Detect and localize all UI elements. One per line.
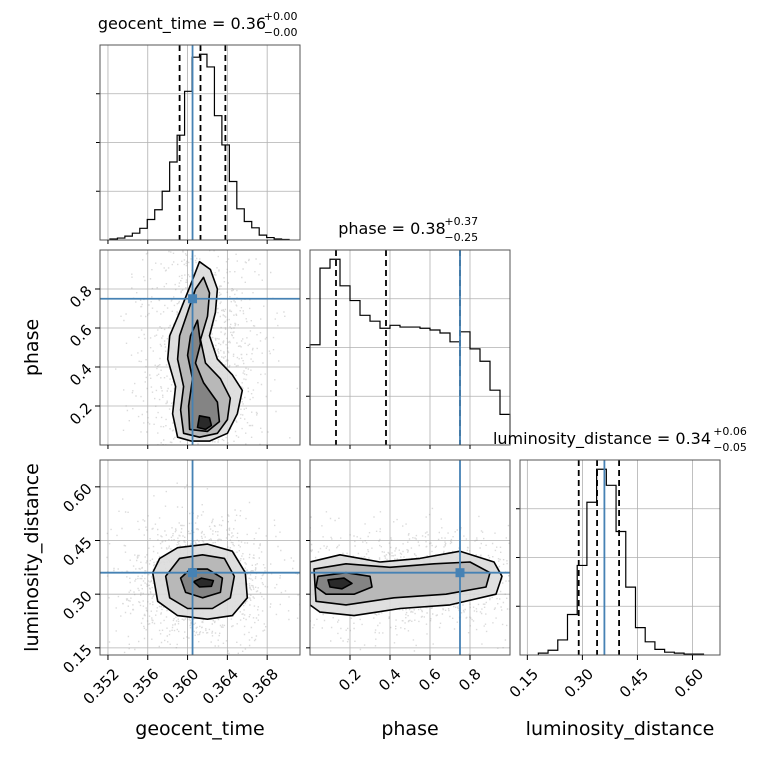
x-tick-label: 0.45: [616, 665, 652, 701]
panel-content: [100, 250, 300, 445]
y-tick-label: 0.2: [66, 399, 96, 429]
contour-line: [176, 276, 232, 439]
panel-frame: [519, 459, 721, 656]
truth-marker: [188, 568, 198, 578]
contour-line: [196, 414, 213, 431]
x-tick-label: 0.15: [506, 665, 542, 701]
title-text: geocent_time = 0.36: [98, 14, 266, 34]
x-tick-label: 0.60: [671, 665, 707, 701]
panel-frame: [99, 249, 301, 446]
x-axis-label: geocent_time: [135, 718, 264, 740]
title-lower-error: −0.00: [264, 26, 298, 39]
panel-title-luminosity_distance: luminosity_distance = 0.34 +0.06 −0.05: [493, 425, 747, 454]
contour-line: [164, 553, 236, 610]
hist-step-geocent_time: [109, 53, 290, 241]
y-axis-label: phase: [21, 319, 43, 376]
y-tick-label: 0.30: [59, 587, 95, 623]
x-tick-label: 0.4: [375, 665, 405, 695]
contour-line: [151, 543, 249, 621]
contour-line: [192, 577, 215, 588]
hist-step-phase: [309, 258, 511, 445]
panel-frame: [99, 459, 301, 656]
x-tick-label: 0.356: [119, 665, 162, 708]
y-tick-label: 0.60: [59, 480, 95, 516]
x-tick-label: 0.2: [335, 665, 365, 695]
hist-panel-geocent_time: geocent_time = 0.36+0.00 −0.00: [96, 10, 301, 241]
density-fill: [187, 320, 220, 432]
x-tick-label: 0.8: [455, 665, 485, 695]
pair-panel-geocent_time-luminosity_distance: [99, 459, 301, 656]
truth-marker: [188, 294, 198, 304]
x-axis-phase: 0.2 0.4 0.6 0.8 phase: [335, 655, 485, 740]
x-axis-luminosity_distance: 0.15 0.30 0.45 0.60 luminosity_distance: [506, 655, 715, 740]
contour-line: [310, 550, 503, 617]
title-upper-error: +0.00: [264, 10, 298, 23]
x-tick-label: 0.30: [561, 665, 597, 701]
truth-marker: [455, 568, 465, 578]
y-tick-label: 0.6: [66, 321, 96, 351]
y-axis-luminosity_distance: 0.15 0.30 0.45 0.60 luminosity_distance: [21, 463, 100, 677]
panel-content: [100, 460, 300, 655]
title-text: phase = 0.38: [338, 219, 445, 238]
y-tick-label: 0.45: [59, 533, 95, 569]
contour-line: [313, 561, 491, 606]
pair-panel-geocent_time-phase: [99, 249, 301, 446]
title-upper-error: +0.06: [713, 425, 747, 438]
title-upper-error: +0.37: [444, 215, 478, 228]
title-lower-error: −0.25: [444, 231, 478, 244]
panel-frame: [309, 459, 511, 656]
y-axis-label: luminosity_distance: [21, 463, 43, 652]
x-tick-label: 0.6: [415, 665, 445, 695]
y-axis-phase: 0.2 0.4 0.6 0.8 phase: [21, 282, 100, 429]
x-tick-label: 0.364: [199, 665, 242, 708]
panel-content: [310, 460, 510, 655]
hist-panel-phase: phase = 0.38+0.37 −0.25: [306, 215, 511, 446]
x-tick-label: 0.360: [159, 665, 202, 708]
panel-frame: [309, 249, 511, 446]
x-axis-label: luminosity_distance: [526, 718, 715, 740]
x-tick-label: 0.352: [80, 665, 123, 708]
title-lower-error: −0.05: [713, 441, 747, 454]
contour-line: [327, 577, 353, 590]
panel-frame: [99, 44, 301, 241]
hist-panel-luminosity_distance: luminosity_distance = 0.34 +0.06 −0.05: [493, 425, 747, 656]
panel-title-geocent_time: geocent_time = 0.36+0.00 −0.00: [98, 10, 298, 39]
x-tick-label: 0.368: [239, 665, 282, 708]
pair-panel-phase-luminosity_distance: [309, 459, 511, 656]
contour-line: [166, 260, 244, 442]
panel-title-phase: phase = 0.38+0.37 −0.25: [338, 215, 478, 244]
density-fill: [197, 415, 212, 430]
title-text: luminosity_distance = 0.34: [493, 429, 711, 449]
y-tick-label: 0.8: [66, 282, 96, 312]
x-axis-label: phase: [381, 718, 438, 740]
y-tick-label: 0.15: [59, 641, 95, 677]
hist-step-luminosity_distance: [537, 468, 705, 655]
y-tick-label: 0.4: [66, 360, 96, 390]
